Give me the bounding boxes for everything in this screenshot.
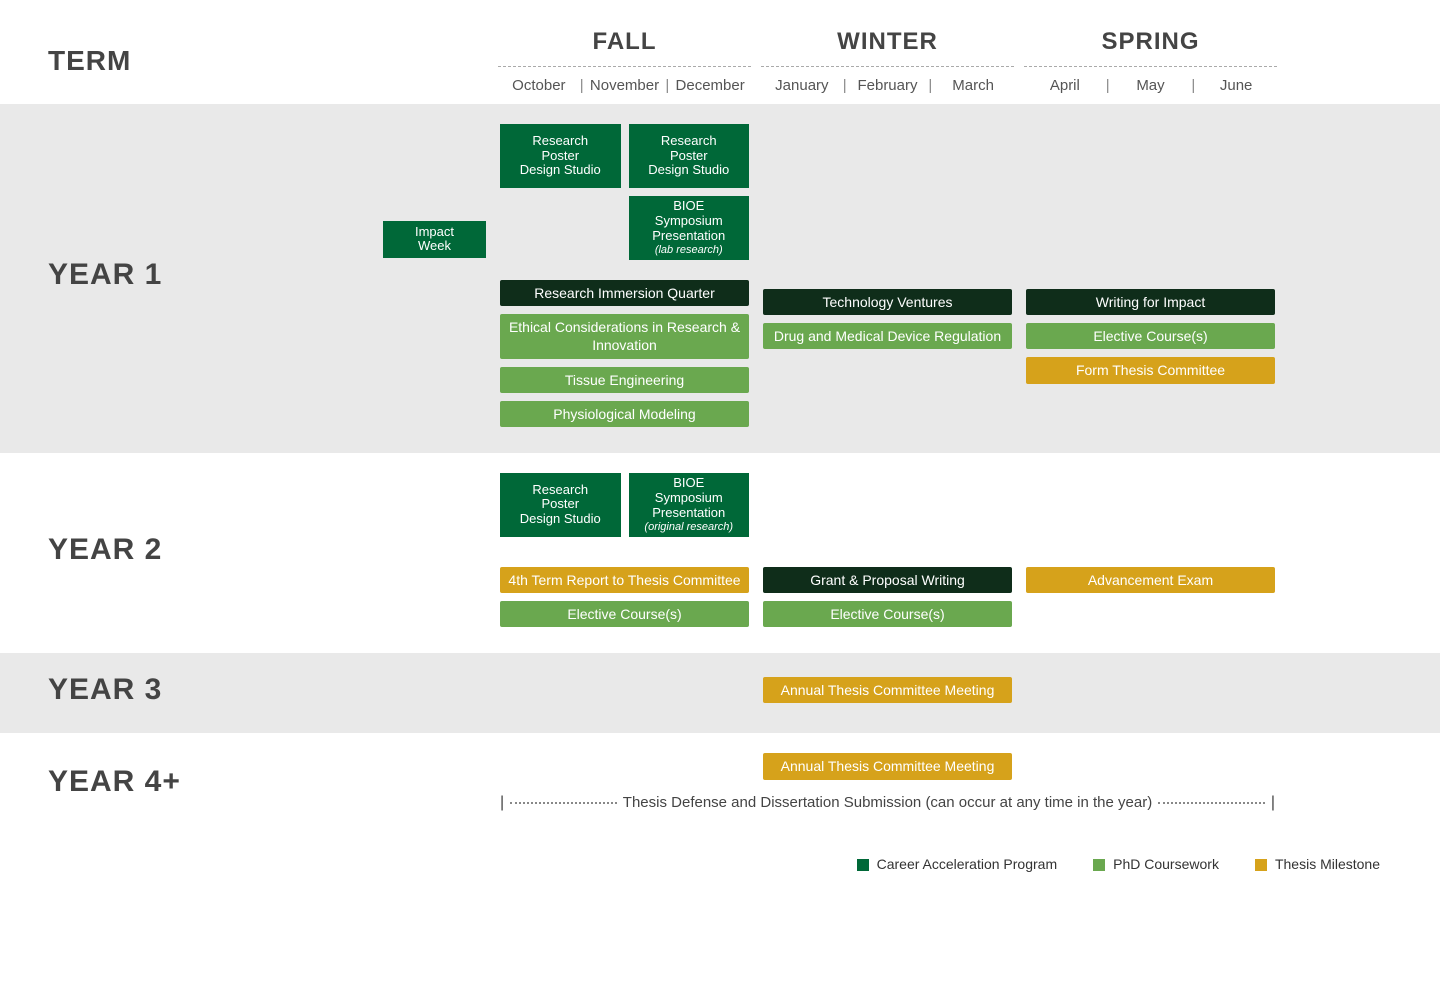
- year-3-winter: Annual Thesis Committee Meeting: [756, 677, 1019, 703]
- box-poster-studio: ResearchPosterDesign Studio: [500, 124, 621, 188]
- box-text: BIOESymposiumPresentation: [652, 199, 725, 244]
- year-4-label: YEAR 4+: [48, 765, 383, 799]
- term-winter: WINTER January| February| March: [756, 28, 1019, 94]
- bar: Annual Thesis Committee Meeting: [763, 677, 1012, 703]
- bar: Elective Course(s): [763, 601, 1012, 627]
- year-2-fall: ResearchPosterDesign Studio BIOESymposiu…: [493, 473, 756, 627]
- box-poster-studio: ResearchPosterDesign Studio: [629, 124, 750, 188]
- month: May: [1110, 77, 1192, 94]
- bar: Physiological Modeling: [500, 401, 749, 427]
- term-name-spring: SPRING: [1024, 28, 1277, 67]
- thesis-float-text: Thesis Defense and Dissertation Submissi…: [623, 794, 1152, 811]
- year-2-spring: Advancement Exam .: [1019, 473, 1282, 627]
- months-winter: January| February| March: [761, 67, 1014, 94]
- year-2-winter: Grant & Proposal Writing Elective Course…: [756, 473, 1019, 627]
- year-1-winter: Technology Ventures Drug and Medical Dev…: [756, 133, 1019, 418]
- bar: 4th Term Report to Thesis Committee: [500, 567, 749, 593]
- year-1-fall-boxes-2: BIOESymposiumPresentation (lab research): [500, 196, 749, 260]
- month: October: [498, 77, 580, 94]
- legend-label: PhD Coursework: [1113, 856, 1219, 872]
- bar: Elective Course(s): [1026, 323, 1275, 349]
- year-2-row: YEAR 2 ResearchPosterDesign Studio BIOES…: [0, 453, 1440, 653]
- box-text: ResearchPosterDesign Studio: [520, 134, 601, 179]
- bar: Research Immersion Quarter: [500, 280, 749, 306]
- year-1-fall: ResearchPosterDesign Studio ResearchPost…: [493, 124, 756, 427]
- month: December: [669, 77, 751, 94]
- term-name-winter: WINTER: [761, 28, 1014, 67]
- month: January: [761, 77, 843, 94]
- bar: Tissue Engineering: [500, 367, 749, 393]
- term-name-fall: FALL: [498, 28, 751, 67]
- bar: Grant & Proposal Writing: [763, 567, 1012, 593]
- bar: Writing for Impact: [1026, 289, 1275, 315]
- bar: Form Thesis Committee: [1026, 357, 1275, 383]
- year-1-spring: Writing for Impact Elective Course(s) Fo…: [1019, 133, 1282, 418]
- box-bioe-symposium: BIOESymposiumPresentation (lab research): [629, 196, 750, 260]
- box-poster-studio: ResearchPosterDesign Studio: [500, 473, 621, 537]
- box-sub: (lab research): [655, 244, 723, 257]
- month: April: [1024, 77, 1106, 94]
- legend-label: Career Acceleration Program: [877, 856, 1058, 872]
- month: March: [932, 77, 1014, 94]
- month: June: [1195, 77, 1277, 94]
- term-spring: SPRING April| May| June: [1019, 28, 1282, 94]
- year-1-precol: ImpactWeek: [383, 221, 493, 331]
- box-bioe-symposium: BIOESymposiumPresentation (original rese…: [629, 473, 750, 537]
- year-4-winter: Annual Thesis Committee Meeting: [756, 753, 1019, 779]
- box-impact-week: ImpactWeek: [383, 221, 486, 259]
- year-4-row: YEAR 4+ Annual Thesis Committee Meeting …: [0, 733, 1440, 837]
- year-2-label: YEAR 2: [48, 533, 383, 567]
- box-sub: (original research): [644, 521, 733, 534]
- header-row: TERM FALL October| November| December WI…: [0, 0, 1440, 104]
- bar: Elective Course(s): [500, 601, 749, 627]
- legend-item: Career Acceleration Program: [857, 856, 1058, 872]
- legend-swatch: [1255, 859, 1267, 871]
- year-3-label: YEAR 3: [48, 673, 383, 707]
- legend-swatch: [1093, 859, 1105, 871]
- months-spring: April| May| June: [1024, 67, 1277, 94]
- box-text: BIOESymposiumPresentation: [652, 476, 725, 521]
- months-fall: October| November| December: [498, 67, 751, 94]
- legend-swatch: [857, 859, 869, 871]
- month: November: [584, 77, 666, 94]
- bar: Drug and Medical Device Regulation: [763, 323, 1012, 349]
- month: February: [847, 77, 929, 94]
- legend-label: Thesis Milestone: [1275, 856, 1380, 872]
- box-text: ResearchPosterDesign Studio: [520, 483, 601, 528]
- box-text: ResearchPosterDesign Studio: [648, 134, 729, 179]
- year-1-fall-boxes-1: ResearchPosterDesign Studio ResearchPost…: [500, 124, 749, 188]
- bar: Advancement Exam: [1026, 567, 1275, 593]
- bar: Annual Thesis Committee Meeting: [763, 753, 1012, 779]
- term-fall: FALL October| November| December: [493, 28, 756, 94]
- year-1-row: YEAR 1 ImpactWeek ResearchPosterDesign S…: [0, 104, 1440, 453]
- term-label: TERM: [48, 45, 493, 77]
- year-3-row: YEAR 3 Annual Thesis Committee Meeting: [0, 653, 1440, 733]
- year-1-label: YEAR 1: [48, 258, 383, 292]
- year-2-fall-boxes: ResearchPosterDesign Studio BIOESymposiu…: [500, 473, 749, 537]
- thesis-defense-float: | Thesis Defense and Dissertation Submis…: [493, 794, 1282, 812]
- box-text: ImpactWeek: [415, 225, 454, 255]
- legend-item: PhD Coursework: [1093, 856, 1219, 872]
- legend-item: Thesis Milestone: [1255, 856, 1380, 872]
- bar: Technology Ventures: [763, 289, 1012, 315]
- timeline-container: TERM FALL October| November| December WI…: [0, 0, 1440, 892]
- legend: Career Acceleration Program PhD Coursewo…: [0, 838, 1440, 892]
- bar: Ethical Considerations in Research & Inn…: [500, 314, 749, 358]
